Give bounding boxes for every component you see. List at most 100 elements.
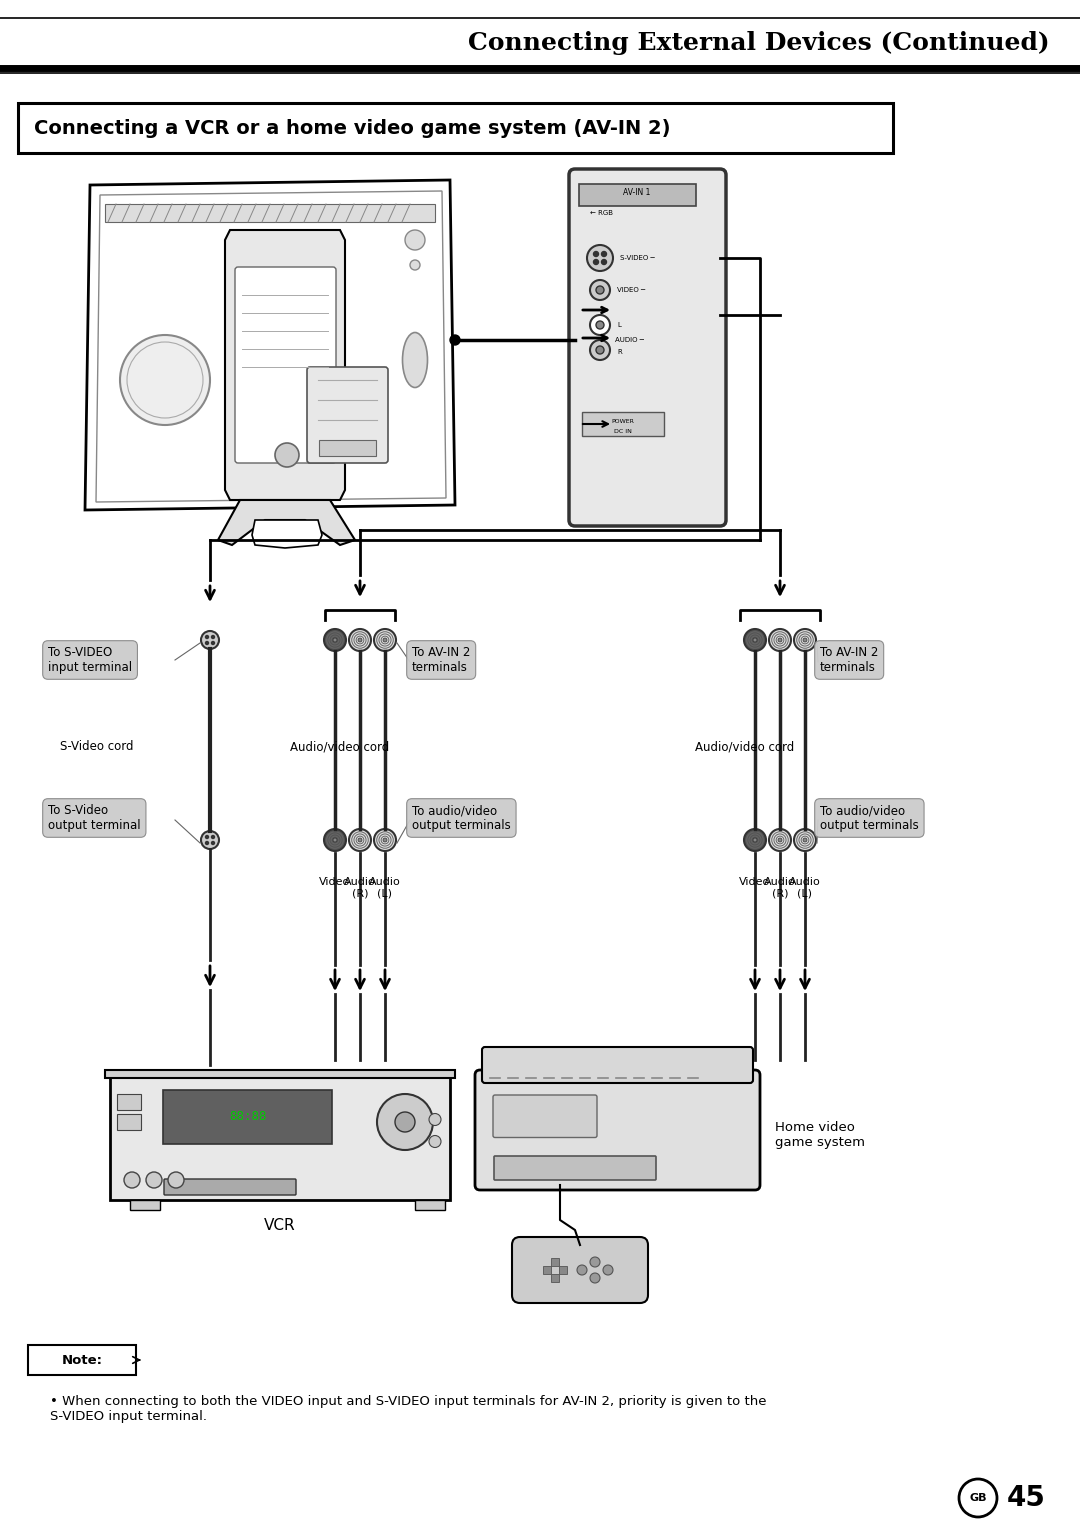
- Circle shape: [212, 842, 215, 845]
- Text: To AV-IN 2
terminals: To AV-IN 2 terminals: [820, 646, 878, 673]
- Text: Note:: Note:: [62, 1353, 103, 1367]
- Circle shape: [201, 831, 219, 848]
- Circle shape: [744, 828, 766, 851]
- Circle shape: [359, 638, 362, 643]
- Text: Audio/video cord: Audio/video cord: [291, 739, 389, 753]
- Circle shape: [429, 1114, 441, 1126]
- FancyBboxPatch shape: [164, 1180, 296, 1195]
- Bar: [543, 1266, 551, 1275]
- Circle shape: [588, 245, 613, 272]
- FancyBboxPatch shape: [492, 1095, 597, 1138]
- Circle shape: [769, 629, 791, 650]
- FancyBboxPatch shape: [494, 1157, 656, 1180]
- Circle shape: [275, 443, 299, 466]
- Circle shape: [212, 836, 215, 839]
- Circle shape: [124, 1172, 140, 1187]
- FancyBboxPatch shape: [117, 1114, 141, 1129]
- Circle shape: [359, 838, 362, 842]
- Circle shape: [405, 230, 426, 250]
- FancyBboxPatch shape: [117, 1094, 141, 1109]
- Circle shape: [205, 836, 208, 839]
- Circle shape: [205, 842, 208, 845]
- Circle shape: [590, 314, 610, 334]
- FancyBboxPatch shape: [512, 1236, 648, 1302]
- Circle shape: [429, 1135, 441, 1147]
- Circle shape: [804, 838, 807, 842]
- Circle shape: [120, 334, 210, 425]
- Circle shape: [324, 629, 346, 650]
- Text: 45: 45: [1007, 1483, 1045, 1513]
- Circle shape: [212, 641, 215, 644]
- FancyBboxPatch shape: [163, 1091, 332, 1143]
- Text: To AV-IN 2
terminals: To AV-IN 2 terminals: [411, 646, 471, 673]
- Circle shape: [146, 1172, 162, 1187]
- Circle shape: [753, 838, 757, 842]
- FancyBboxPatch shape: [415, 1200, 445, 1210]
- Circle shape: [590, 1256, 600, 1267]
- Bar: [559, 1266, 567, 1275]
- Circle shape: [374, 828, 396, 851]
- Polygon shape: [96, 192, 446, 502]
- Circle shape: [410, 259, 420, 270]
- Circle shape: [383, 638, 387, 643]
- Text: Audio
(L): Audio (L): [789, 877, 821, 899]
- FancyBboxPatch shape: [475, 1071, 760, 1190]
- Text: Audio
(L): Audio (L): [369, 877, 401, 899]
- FancyBboxPatch shape: [18, 103, 893, 153]
- Text: VIDEO ─: VIDEO ─: [617, 287, 645, 293]
- Text: To audio/video
output terminals: To audio/video output terminals: [820, 804, 919, 831]
- Circle shape: [602, 259, 607, 264]
- Text: POWER: POWER: [611, 419, 634, 423]
- Polygon shape: [225, 230, 345, 500]
- Circle shape: [596, 285, 604, 295]
- Circle shape: [201, 630, 219, 649]
- Text: R: R: [617, 350, 622, 354]
- Polygon shape: [218, 500, 355, 545]
- FancyBboxPatch shape: [569, 169, 726, 526]
- Text: GB: GB: [969, 1493, 987, 1503]
- FancyBboxPatch shape: [28, 1345, 136, 1374]
- Circle shape: [804, 638, 807, 643]
- Text: VCR: VCR: [265, 1218, 296, 1232]
- Text: AUDIO ─: AUDIO ─: [615, 337, 644, 344]
- Circle shape: [794, 629, 816, 650]
- Circle shape: [374, 629, 396, 650]
- FancyBboxPatch shape: [582, 413, 664, 436]
- Text: Connecting External Devices (Continued): Connecting External Devices (Continued): [469, 31, 1050, 55]
- Text: DC IN: DC IN: [615, 430, 632, 434]
- Circle shape: [794, 828, 816, 851]
- FancyBboxPatch shape: [235, 267, 336, 463]
- Text: AV-IN 1: AV-IN 1: [623, 189, 650, 196]
- Circle shape: [205, 641, 208, 644]
- Text: S-Video cord: S-Video cord: [60, 739, 134, 753]
- FancyBboxPatch shape: [579, 184, 696, 206]
- Circle shape: [383, 838, 387, 842]
- Bar: [551, 1275, 559, 1282]
- Text: S-VIDEO ─: S-VIDEO ─: [620, 255, 654, 261]
- Text: Connecting a VCR or a home video game system (AV-IN 2): Connecting a VCR or a home video game sy…: [33, 118, 671, 138]
- Circle shape: [596, 347, 604, 354]
- FancyBboxPatch shape: [319, 440, 376, 456]
- Circle shape: [333, 838, 337, 842]
- Polygon shape: [252, 520, 322, 548]
- Circle shape: [377, 1094, 433, 1150]
- FancyBboxPatch shape: [110, 1071, 450, 1200]
- Circle shape: [577, 1266, 588, 1275]
- Circle shape: [753, 638, 757, 643]
- Circle shape: [324, 828, 346, 851]
- Text: ← RGB: ← RGB: [590, 210, 613, 216]
- Circle shape: [349, 828, 372, 851]
- Polygon shape: [85, 179, 455, 509]
- FancyBboxPatch shape: [130, 1200, 160, 1210]
- Circle shape: [769, 828, 791, 851]
- Circle shape: [778, 838, 782, 842]
- Circle shape: [778, 638, 782, 643]
- Text: Audio
(R): Audio (R): [345, 877, 376, 899]
- Circle shape: [596, 321, 604, 328]
- Circle shape: [959, 1479, 997, 1517]
- Text: Video: Video: [320, 877, 351, 887]
- Text: • When connecting to both the VIDEO input and S-VIDEO input terminals for AV-IN : • When connecting to both the VIDEO inpu…: [50, 1394, 767, 1424]
- Bar: [551, 1258, 559, 1266]
- Circle shape: [590, 1273, 600, 1282]
- Circle shape: [602, 252, 607, 256]
